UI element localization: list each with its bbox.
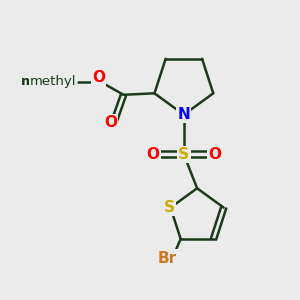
Text: O: O xyxy=(146,147,159,162)
Text: O: O xyxy=(92,70,105,86)
Text: S: S xyxy=(164,200,175,215)
Text: O: O xyxy=(104,115,117,130)
Text: methyl: methyl xyxy=(20,75,72,88)
Text: N: N xyxy=(178,107,190,122)
Text: methyl: methyl xyxy=(30,75,76,88)
Text: Br: Br xyxy=(158,250,177,266)
Text: S: S xyxy=(178,147,189,162)
Text: O: O xyxy=(208,147,221,162)
